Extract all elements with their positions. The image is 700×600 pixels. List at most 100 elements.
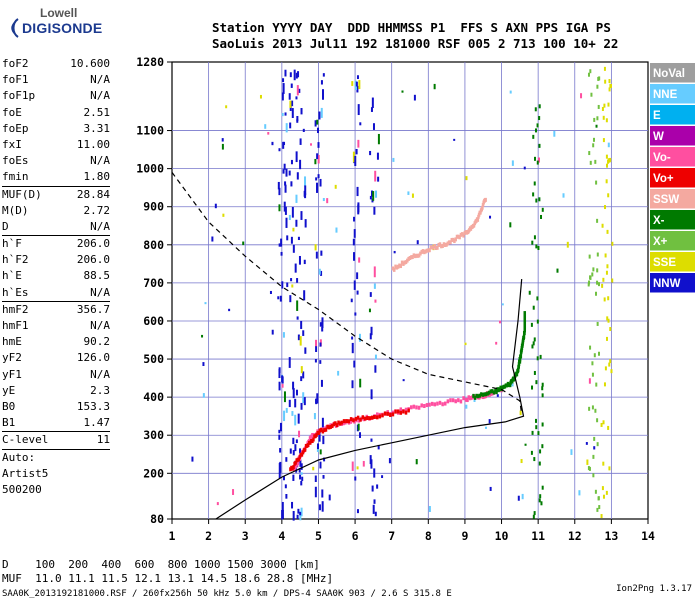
echo-noise-point <box>278 472 281 479</box>
y-tick-label: 1100 <box>136 124 164 138</box>
echo-noise-point <box>320 379 323 387</box>
echo-trace-point <box>609 83 612 88</box>
param-value: 356.7 <box>76 302 110 316</box>
echo-point <box>476 394 480 399</box>
echo-trace-point <box>538 116 541 121</box>
echo-trace-point <box>533 235 536 240</box>
echo-point <box>391 266 395 271</box>
echo-noise-point <box>299 474 302 480</box>
muf-dashed-line <box>171 172 523 415</box>
echo-point <box>515 372 519 377</box>
param-row: MUF(D) 28.84 <box>2 185 110 203</box>
echo-noise-point <box>291 206 294 218</box>
echo-point <box>357 418 361 423</box>
echo-trace-point <box>596 84 599 89</box>
echo-noise-point <box>214 203 217 209</box>
echo-point <box>317 431 320 436</box>
echo-noise-point <box>322 197 325 202</box>
echo-point <box>517 362 521 367</box>
echo-noise-point <box>356 75 359 80</box>
echo-noise-point <box>357 104 360 116</box>
footer-distance: D 100 200 400 600 800 1000 1500 3000 [km… <box>2 558 320 571</box>
param-row: yF1 N/A <box>2 367 110 383</box>
echo-trace-point <box>530 322 533 327</box>
echo-trace-point <box>541 485 544 490</box>
echo-noise-point <box>309 143 312 146</box>
param-key: foEp <box>2 121 29 135</box>
echo-point <box>404 260 408 265</box>
echo-noise-point <box>303 290 306 301</box>
echo-noise-point <box>288 214 291 221</box>
param-value: 11.00 <box>76 137 110 151</box>
echo-point <box>479 210 482 215</box>
echo-noise-point <box>319 449 322 455</box>
echo-noise-point <box>370 438 373 442</box>
param-value: N/A <box>90 89 110 103</box>
echo-noise-point <box>353 280 356 290</box>
param-row: foF1 N/A <box>2 72 110 88</box>
echo-trace-point <box>597 496 600 501</box>
echo-noise-point <box>282 78 285 83</box>
echo-point <box>423 250 426 255</box>
echo-point <box>327 425 331 430</box>
echo-point <box>403 260 406 265</box>
echo-noise-point <box>284 69 287 77</box>
legend-label: X+ <box>653 236 668 248</box>
echo-noise-point <box>370 326 373 336</box>
echo-trace-point <box>602 138 605 143</box>
echo-noise-point <box>351 336 354 340</box>
echo-noise-point <box>278 187 281 196</box>
legend-swatch <box>650 63 695 83</box>
echo-noise-point <box>279 448 282 453</box>
echo-noise-point <box>319 342 322 347</box>
legend-swatch <box>650 189 695 209</box>
echo-trace-point <box>538 461 541 466</box>
echo-noise-point <box>553 130 556 137</box>
echo-trace-point <box>592 267 595 272</box>
echo-noise-point <box>295 219 298 227</box>
legend-swatch <box>650 84 695 104</box>
echo-noise-point <box>281 375 284 383</box>
x-tick-label: 8 <box>425 529 432 543</box>
echo-point <box>444 243 447 248</box>
echo-point <box>430 401 434 406</box>
echo-noise-point <box>369 195 372 200</box>
echo-noise-point <box>501 303 504 306</box>
echo-noise-point <box>371 97 374 109</box>
echo-noise-point <box>296 316 299 320</box>
echo-noise-point <box>280 238 283 247</box>
echo-point <box>337 420 340 425</box>
echo-noise-point <box>320 80 323 85</box>
y-tick-label: 900 <box>143 200 164 214</box>
param-key: fmin <box>2 170 29 184</box>
echo-noise-point <box>374 299 377 303</box>
echo-point <box>303 397 306 406</box>
echo-noise-point <box>277 181 280 190</box>
echo-noise-point <box>281 510 284 520</box>
echo-trace-point <box>596 218 599 223</box>
x-tick-label: 5 <box>315 529 322 543</box>
echo-trace-point <box>592 473 595 478</box>
echo-trace-point <box>541 393 544 398</box>
echo-trace-point <box>605 154 608 159</box>
echo-point <box>438 400 442 405</box>
param-key: yE <box>2 383 16 397</box>
echo-point <box>459 399 463 404</box>
param-key: h`Es <box>2 285 29 299</box>
echo-trace-point <box>589 275 592 280</box>
echo-noise-point <box>292 510 295 521</box>
echo-point <box>438 242 442 247</box>
echo-point <box>436 401 439 406</box>
echo-noise-point <box>302 330 305 336</box>
legend-swatch <box>650 105 695 125</box>
echo-trace-point <box>600 422 603 427</box>
echo-point <box>489 391 493 396</box>
echo-trace-point <box>606 264 609 269</box>
echo-noise-point <box>286 235 289 241</box>
echo-trace-point <box>534 128 537 133</box>
echo-trace-point <box>532 514 535 519</box>
echo-noise-point <box>586 459 589 465</box>
echo-noise-point <box>286 282 289 288</box>
echo-point <box>301 450 305 455</box>
